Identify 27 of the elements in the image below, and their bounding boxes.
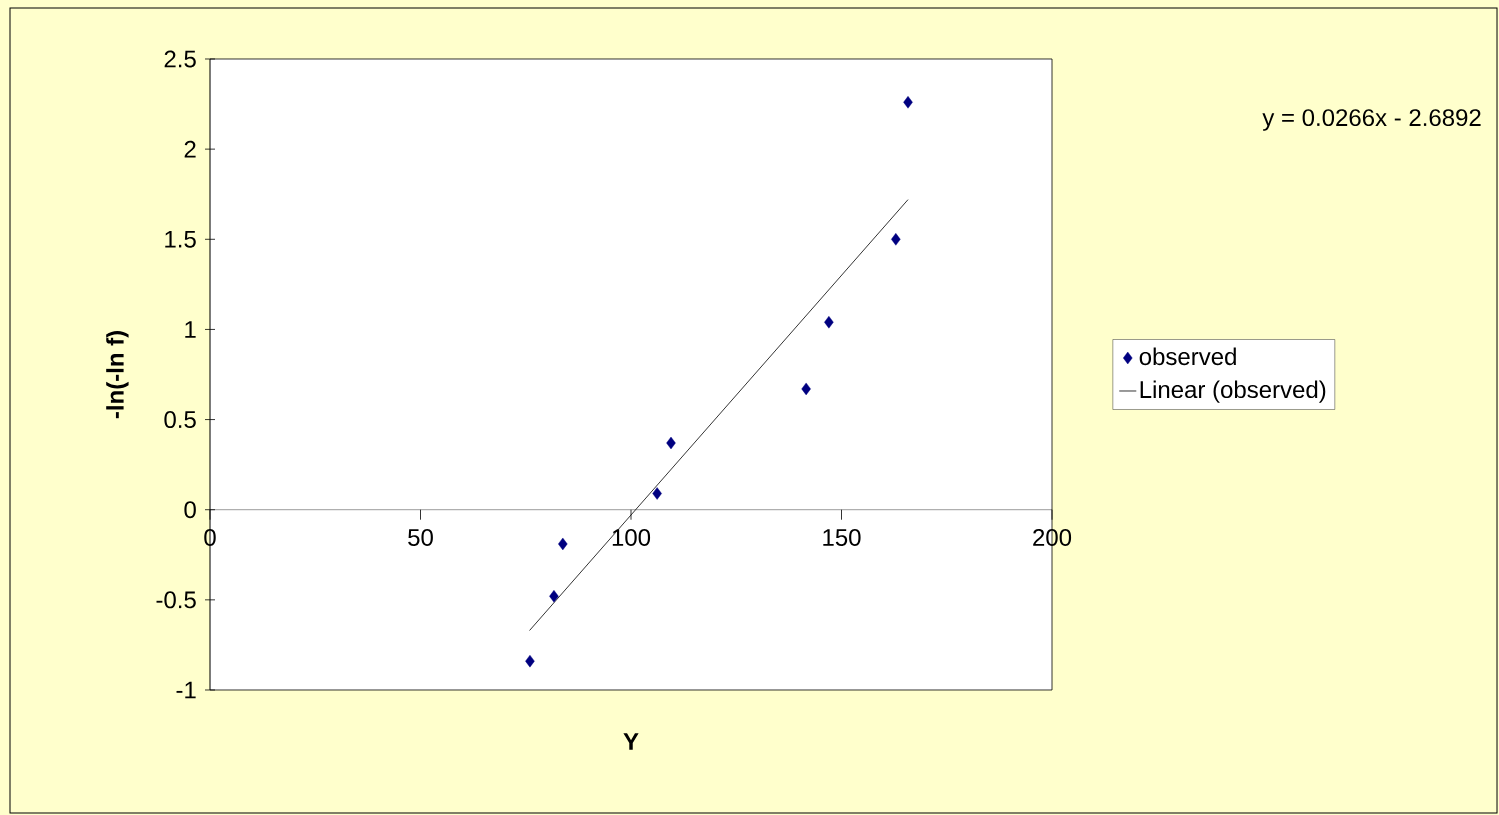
point: [558, 537, 568, 551]
text: y = 0.0266x - 2.6892: [1262, 109, 1481, 131]
point: [801, 382, 811, 396]
x-tick-label: 50: [408, 528, 433, 546]
x-tick-label: 200: [1033, 528, 1072, 546]
x-tick-label: 0: [204, 528, 216, 546]
point: [652, 487, 662, 500]
x-tick-label: 100: [612, 528, 651, 546]
point: [824, 316, 834, 329]
point: [666, 436, 676, 450]
x-tick-label: 150: [823, 528, 861, 546]
y-tick-label: 1: [185, 321, 196, 338]
y-tick-label: 0: [184, 501, 196, 519]
y-tick-label: 1.5: [165, 230, 196, 248]
x-axis-title: Y: [623, 733, 639, 750]
y-tick-label: -0.5: [156, 591, 196, 609]
point: [525, 654, 535, 668]
legend-label: observed: [1139, 347, 1236, 366]
y-tick-label: 0.5: [164, 411, 196, 429]
y-tick-label: 2.5: [164, 50, 196, 68]
y-tick-label: -1: [176, 681, 196, 699]
y-tick-label: 2: [184, 140, 196, 158]
point: [903, 96, 913, 109]
y-axis-title: -ln(-ln f): [106, 331, 129, 419]
legend-label: Linear (observed): [1140, 380, 1326, 403]
point: [891, 233, 901, 246]
point: [549, 590, 559, 603]
